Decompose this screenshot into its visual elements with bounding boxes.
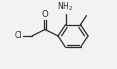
Text: O: O [42,10,48,19]
Text: Cl: Cl [14,31,22,41]
Text: NH$_2$: NH$_2$ [57,0,74,13]
